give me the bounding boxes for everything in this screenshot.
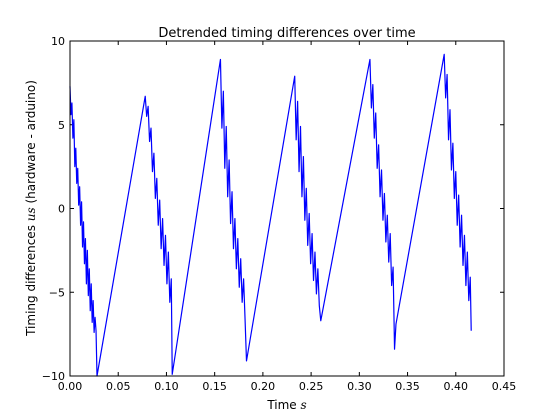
y-tick-label: −10 xyxy=(42,370,65,383)
y-tick-label: 0 xyxy=(58,203,65,216)
chart-title: Detrended timing differences over time xyxy=(158,26,415,41)
y-tick-label: 5 xyxy=(58,119,65,132)
y-tick-label: −5 xyxy=(49,286,65,299)
series-line xyxy=(69,53,472,377)
y-tick-label: 10 xyxy=(51,35,65,48)
plot-frame xyxy=(69,40,505,377)
x-tick-label: 0.30 xyxy=(347,380,372,393)
y-axis-label-unit: us xyxy=(24,207,38,221)
x-axis-label: Time s xyxy=(266,398,306,412)
x-axis-label-prefix: Time xyxy=(266,398,300,412)
x-tick-label: 0.20 xyxy=(251,380,276,393)
y-axis-label: Timing differences us (hardware - arduin… xyxy=(24,80,38,337)
y-axis-label-suffix: (hardware - arduino) xyxy=(24,80,38,207)
x-axis-ticks: 0.00 0.05 0.10 0.15 0.20 0.25 0.30 0.35 0.40 0.45 xyxy=(58,41,517,393)
y-axis-label-prefix: Timing differences xyxy=(24,221,38,337)
x-tick-label: 0.25 xyxy=(299,380,324,393)
x-axis-label-unit: s xyxy=(301,398,307,412)
plot-background xyxy=(70,41,504,376)
x-tick-label: 0.45 xyxy=(492,380,517,393)
x-tick-label: 0.40 xyxy=(444,380,469,393)
x-tick-label: 0.00 xyxy=(58,380,83,393)
x-tick-label: 0.05 xyxy=(106,380,131,393)
x-tick-label: 0.35 xyxy=(395,380,420,393)
x-tick-label: 0.15 xyxy=(202,380,227,393)
x-tick-label: 0.10 xyxy=(154,380,179,393)
